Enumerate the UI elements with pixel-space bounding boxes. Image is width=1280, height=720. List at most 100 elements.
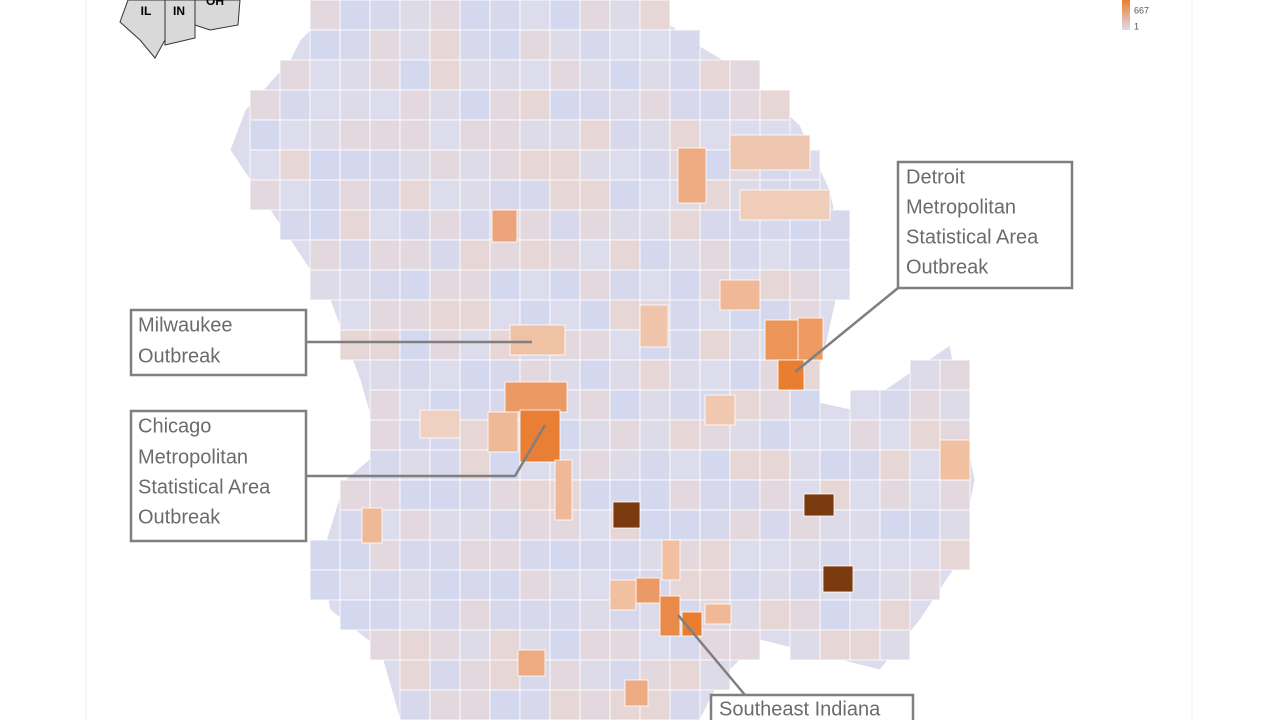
county xyxy=(519,89,551,121)
county xyxy=(639,239,671,271)
county xyxy=(669,419,701,451)
county xyxy=(669,299,701,331)
county xyxy=(639,209,671,241)
county xyxy=(369,29,401,61)
county xyxy=(369,299,401,331)
county xyxy=(339,119,371,151)
county xyxy=(429,0,461,31)
county xyxy=(579,209,611,241)
county xyxy=(309,149,341,181)
county xyxy=(909,389,941,421)
county xyxy=(609,629,641,661)
county xyxy=(309,0,341,31)
county xyxy=(609,149,641,181)
county xyxy=(609,539,641,571)
county xyxy=(489,239,521,271)
county xyxy=(579,359,611,391)
county xyxy=(777,359,805,391)
county xyxy=(699,209,731,241)
county xyxy=(489,89,521,121)
county xyxy=(624,679,649,707)
callout-text: Milwaukee xyxy=(138,314,232,336)
county xyxy=(459,209,491,241)
callout-text: Outbreak xyxy=(906,256,989,278)
county xyxy=(489,179,521,211)
county xyxy=(369,239,401,271)
county xyxy=(609,89,641,121)
county xyxy=(579,0,611,31)
county xyxy=(759,89,791,121)
county xyxy=(849,569,881,601)
county xyxy=(339,299,371,331)
county xyxy=(759,569,791,601)
county xyxy=(429,599,461,631)
inset-state xyxy=(119,0,166,59)
county xyxy=(909,509,941,541)
county xyxy=(399,209,431,241)
county xyxy=(249,89,281,121)
county xyxy=(579,89,611,121)
county xyxy=(819,449,851,481)
county xyxy=(879,599,911,631)
county xyxy=(639,509,671,541)
county xyxy=(579,239,611,271)
county xyxy=(669,359,701,391)
county xyxy=(609,59,641,91)
county xyxy=(764,319,801,361)
county xyxy=(369,629,401,661)
county xyxy=(369,89,401,121)
county xyxy=(609,179,641,211)
county xyxy=(849,629,881,661)
county xyxy=(579,149,611,181)
county xyxy=(489,539,521,571)
county xyxy=(549,0,581,31)
county xyxy=(579,449,611,481)
county xyxy=(681,611,703,637)
callout-text: Outbreak xyxy=(138,345,221,367)
callout-box xyxy=(129,308,308,377)
county xyxy=(517,649,546,677)
county xyxy=(519,539,551,571)
county xyxy=(519,269,551,301)
county xyxy=(519,689,551,720)
county xyxy=(489,479,521,511)
county xyxy=(339,539,371,571)
county xyxy=(612,501,641,529)
county xyxy=(459,509,491,541)
county xyxy=(399,569,431,601)
callout-text: Outbreak xyxy=(138,506,221,528)
county xyxy=(609,239,641,271)
county xyxy=(639,0,671,31)
callout-text: Metropolitan xyxy=(138,446,248,468)
county xyxy=(489,149,521,181)
county xyxy=(339,569,371,601)
county xyxy=(729,599,761,631)
county xyxy=(509,324,566,356)
county xyxy=(519,509,551,541)
callout: Milwaukee Outbreak xyxy=(129,308,532,377)
county xyxy=(399,59,431,91)
county xyxy=(849,599,881,631)
county xyxy=(549,659,581,691)
county xyxy=(519,479,551,511)
county xyxy=(699,569,731,601)
county xyxy=(579,689,611,720)
county xyxy=(489,599,521,631)
county xyxy=(369,179,401,211)
county xyxy=(579,299,611,331)
county xyxy=(819,539,851,571)
inset-label: IL xyxy=(141,4,152,18)
county xyxy=(489,659,521,691)
county xyxy=(579,119,611,151)
legend-scale xyxy=(1122,0,1130,30)
county xyxy=(669,239,701,271)
county xyxy=(669,119,701,151)
county xyxy=(579,509,611,541)
county xyxy=(639,304,669,348)
county xyxy=(429,89,461,121)
county xyxy=(459,0,491,31)
county xyxy=(849,419,881,451)
county xyxy=(519,569,551,601)
county xyxy=(489,269,521,301)
